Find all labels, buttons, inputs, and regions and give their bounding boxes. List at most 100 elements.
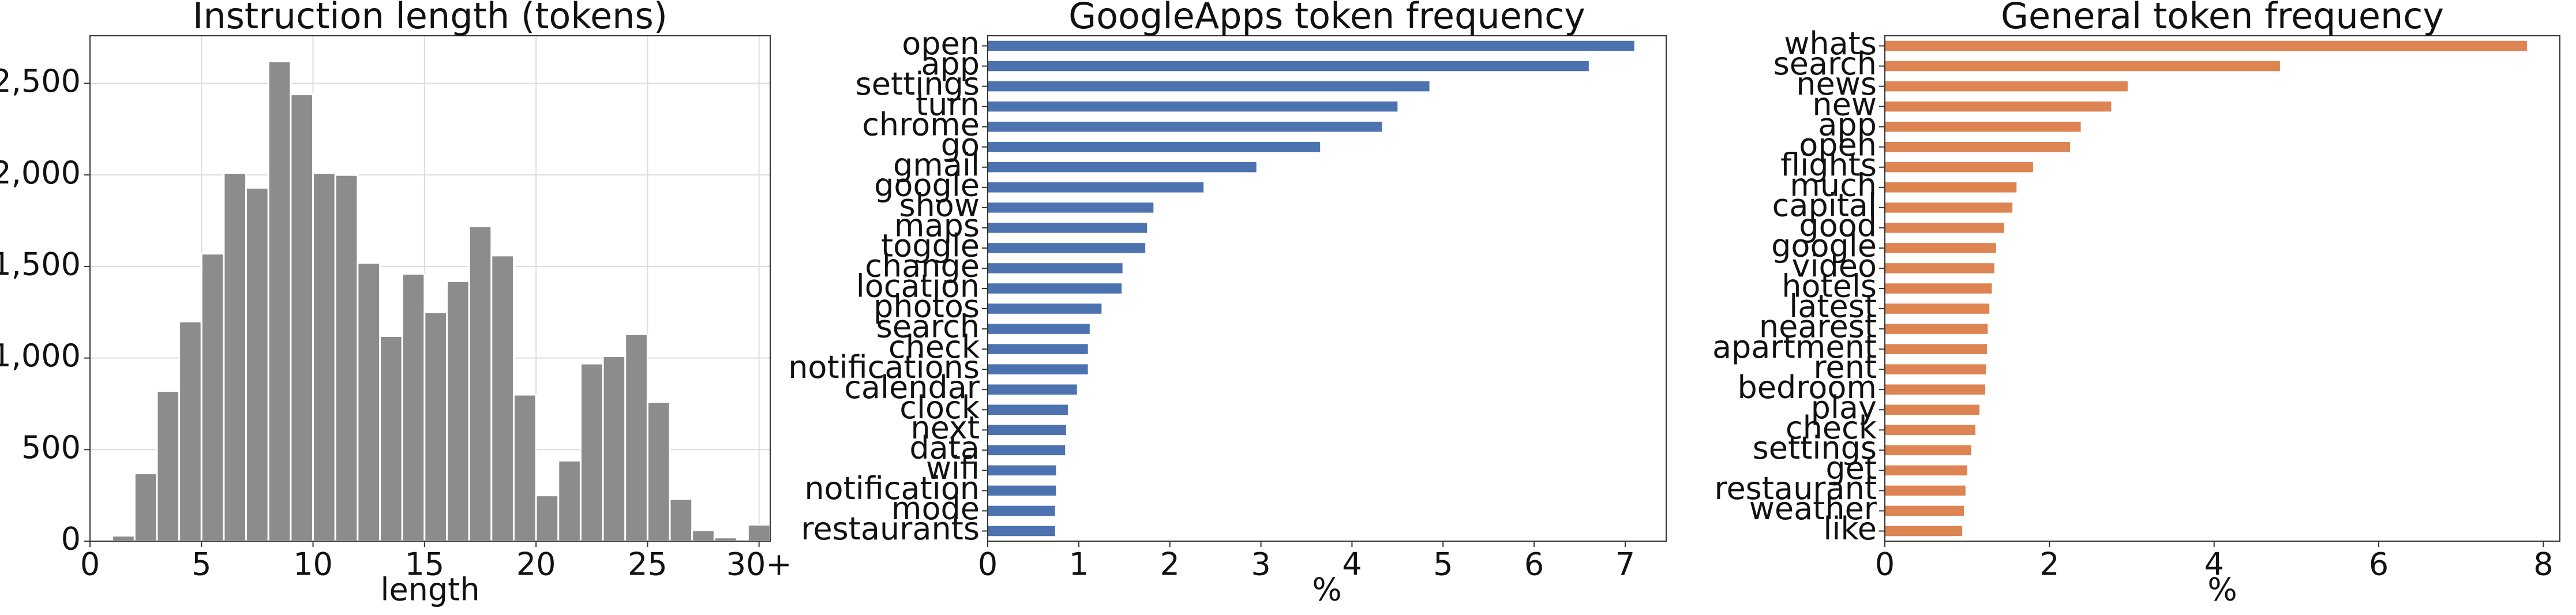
y-tick-label: photos xyxy=(873,288,980,325)
bar xyxy=(988,141,1321,152)
bar xyxy=(423,311,448,542)
x-tick-label: 25 xyxy=(628,546,668,583)
y-tick-label: whats xyxy=(1784,25,1877,62)
bar xyxy=(602,355,627,542)
chart-title: General token frequency xyxy=(2001,0,2444,37)
axes-frame xyxy=(89,35,771,542)
y-tick-label: notification xyxy=(804,470,980,507)
x-tick-label: 3 xyxy=(1251,546,1270,583)
bar xyxy=(1885,364,1986,374)
bar xyxy=(988,384,1077,395)
y-tick-label: new xyxy=(1812,86,1877,122)
bar xyxy=(1885,344,1987,354)
y-tick-label: like xyxy=(1823,511,1877,547)
bar xyxy=(1885,324,1988,334)
bar xyxy=(988,303,1102,314)
x-tick-label: 0 xyxy=(80,546,100,583)
bar xyxy=(988,101,1398,112)
y-tick-label: go xyxy=(941,126,980,163)
bar xyxy=(1885,162,2033,172)
y-tick-label: google xyxy=(1771,228,1877,264)
y-tick-label: rent xyxy=(1813,349,1877,385)
y-tick-label: open xyxy=(902,25,980,62)
y-tick-label: search xyxy=(1773,46,1877,82)
y-tick-label: calendar xyxy=(844,369,980,406)
bar xyxy=(1885,263,1994,273)
y-tick-label: settings xyxy=(856,66,980,102)
x-tick-label: 1 xyxy=(1069,546,1089,583)
bar xyxy=(111,534,136,542)
bar xyxy=(1885,202,2013,213)
y-tick-label: notifications xyxy=(788,349,980,385)
bar xyxy=(468,225,493,542)
x-axis-label: % xyxy=(2207,572,2237,608)
x-tick-label: 30+ xyxy=(726,546,792,583)
y-tick-label: 2,000 xyxy=(0,155,81,191)
y-tick-label: toggle xyxy=(881,228,980,264)
bar xyxy=(669,498,693,542)
bar xyxy=(1885,81,2128,92)
y-tick-label: turn xyxy=(916,86,980,122)
y-tick-label: app xyxy=(921,46,980,82)
bar xyxy=(1885,141,2071,152)
bar xyxy=(312,172,336,542)
bar xyxy=(401,273,426,542)
chart-title: Instruction length (tokens) xyxy=(193,0,668,37)
x-axis-label: % xyxy=(1312,572,1341,608)
y-tick-label: maps xyxy=(894,208,980,244)
bar xyxy=(1885,485,1966,496)
y-tick-label: show xyxy=(899,187,980,223)
bar xyxy=(988,526,1055,537)
bar xyxy=(988,121,1382,132)
bar xyxy=(1885,40,2527,51)
bar xyxy=(267,60,292,542)
x-tick-label: 4 xyxy=(1342,546,1362,583)
y-tick-label: settings xyxy=(1753,430,1877,466)
y-tick-label: bedroom xyxy=(1738,369,1877,406)
y-tick-label: hotels xyxy=(1782,268,1877,305)
x-tick-label: 5 xyxy=(1433,546,1453,583)
axes-frame xyxy=(1884,35,2560,542)
y-tick-label: open xyxy=(1799,126,1877,163)
bar xyxy=(988,81,1430,92)
bar xyxy=(988,263,1123,273)
bar xyxy=(988,485,1056,496)
bar xyxy=(1885,101,2112,112)
bar xyxy=(988,243,1146,253)
x-tick-label: 8 xyxy=(2533,546,2553,583)
bar xyxy=(379,335,403,542)
bar xyxy=(646,401,671,542)
bar xyxy=(988,283,1122,294)
bar xyxy=(691,529,715,542)
bar xyxy=(1885,505,1964,516)
bar xyxy=(988,505,1055,516)
bar xyxy=(988,61,1589,72)
y-tick-label: search xyxy=(876,309,980,345)
bar xyxy=(357,262,381,542)
x-tick-label: 2 xyxy=(1160,546,1180,583)
bar xyxy=(988,223,1148,233)
x-tick-label: 4 xyxy=(2204,546,2224,583)
bar xyxy=(490,254,515,542)
y-tick-label: weather xyxy=(1749,490,1877,527)
y-tick-label: 500 xyxy=(21,429,81,466)
x-tick-label: 15 xyxy=(404,546,444,583)
y-tick-label: data xyxy=(909,430,980,466)
y-tick-label: google xyxy=(874,167,980,203)
bar xyxy=(988,324,1090,334)
y-tick-label: clock xyxy=(899,389,980,426)
y-tick-label: capital xyxy=(1772,187,1877,223)
y-tick-label: chrome xyxy=(862,106,980,142)
bar xyxy=(988,445,1066,456)
x-tick-label: 7 xyxy=(1615,546,1635,583)
bar xyxy=(223,172,248,542)
bar xyxy=(988,364,1088,374)
bar xyxy=(1885,243,1996,253)
x-tick-label: 0 xyxy=(978,546,998,583)
y-tick-label: restaurant xyxy=(1714,470,1877,507)
y-tick-label: 0 xyxy=(61,521,81,557)
bar xyxy=(988,182,1204,193)
bar xyxy=(535,494,560,542)
y-tick-label: mode xyxy=(891,490,980,527)
